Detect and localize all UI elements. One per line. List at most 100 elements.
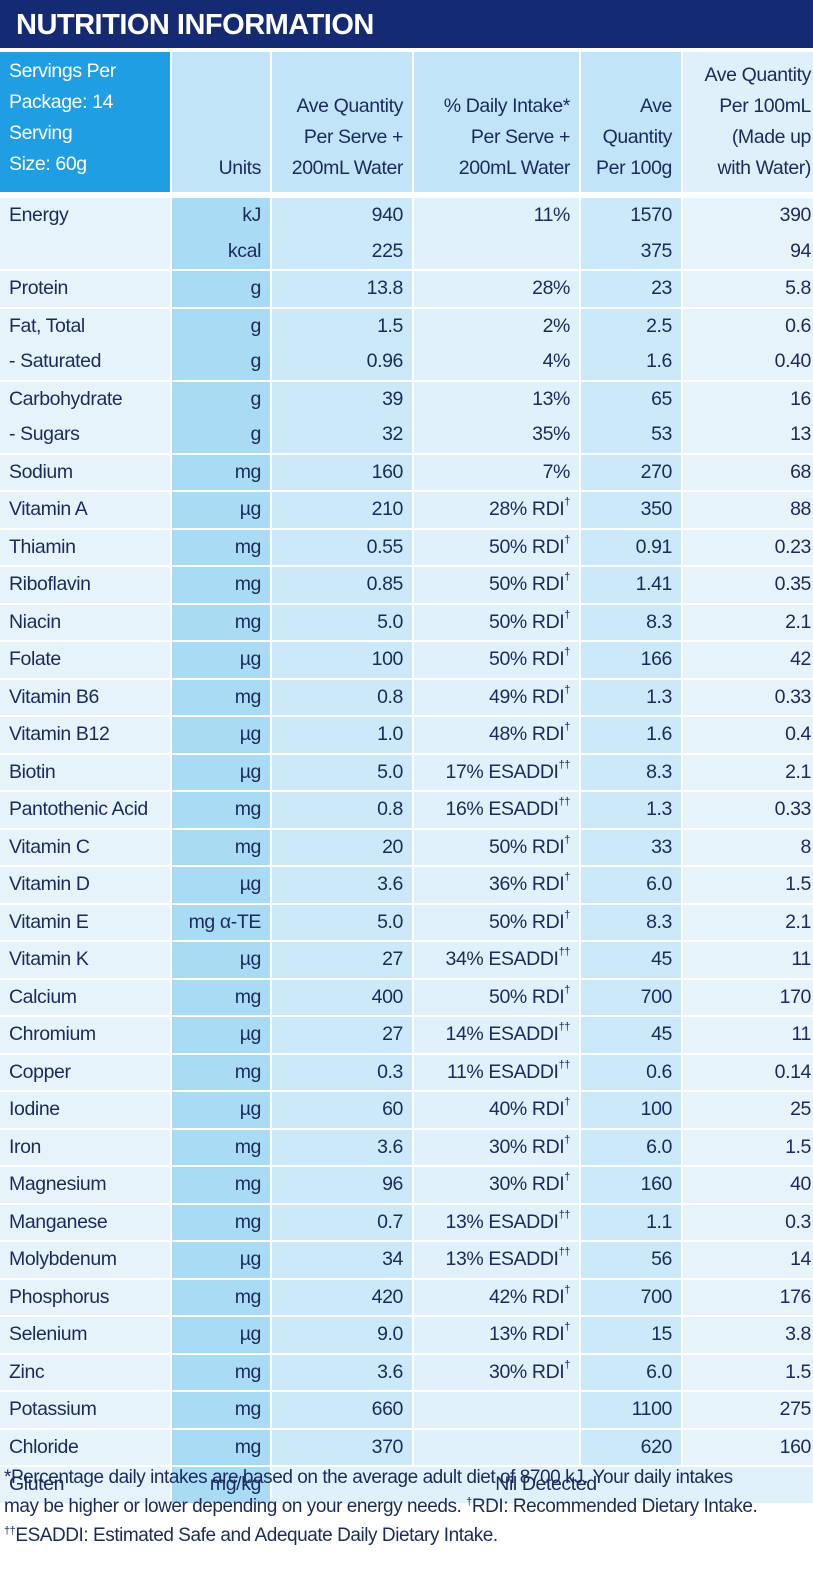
table-cell: 2.1 [683, 904, 813, 940]
table-cell: 160 [272, 454, 412, 490]
table-cell: 3.6 [272, 867, 412, 903]
table-cell: 1.3 [581, 792, 681, 828]
cell-text: 0.35 [774, 573, 812, 595]
header-cell: % Daily Intake* Per Serve + 200mL Water [414, 52, 579, 192]
table-cell: 0.6 [581, 1054, 681, 1090]
table-cell: 65 53 [581, 381, 681, 453]
table-cell: 2.1 [683, 754, 813, 790]
table-cell: 11% [414, 198, 579, 269]
cell-text: 94 [790, 239, 811, 262]
table-cell: mg [172, 1167, 270, 1203]
cell-text: 350 [640, 498, 673, 520]
table-row: Zinc mg 3.6 30% RDI† 6.0 1.5 [0, 1354, 813, 1390]
table-row: Iodine µg 60 40% RDI† 100 25 [0, 1092, 813, 1128]
cell-text: - Sugars [9, 423, 80, 445]
table-row: Biotin µg 5.0 17% ESADDI†† 8.3 2.1 [0, 754, 813, 790]
cell-text: 400 [371, 985, 404, 1008]
table-cell: 6.0 [581, 1354, 681, 1390]
title: NUTRITION INFORMATION [0, 0, 813, 48]
table-cell: 16 13 [683, 381, 813, 453]
cell-text: 8.3 [646, 610, 672, 633]
table-cell: 50% RDI† [414, 529, 579, 565]
cell-text: 0.8 [377, 685, 403, 708]
table-cell: 45 [581, 1017, 681, 1053]
cell-text: 0.40 [774, 350, 812, 372]
table-cell: 1.1 [581, 1204, 681, 1240]
table-row: Iron mg 3.6 30% RDI† 6.0 1.5 [0, 1129, 813, 1165]
cell-text: mg [234, 835, 262, 858]
cell-text: 0.23 [774, 535, 812, 558]
table-row: Potassium mg 660 1100 275 [0, 1392, 813, 1428]
header-text: % Daily Intake* [443, 95, 571, 117]
table-cell: 370 [272, 1429, 412, 1465]
cell-text: mg/kg [209, 1473, 262, 1495]
cell-text: mg [234, 610, 262, 633]
table-cell: 5.0 [272, 754, 412, 790]
cell-text: Nil Detected [495, 1473, 597, 1495]
cell-text: Folate [9, 648, 61, 670]
table-cell: 34 [272, 1242, 412, 1278]
cell-text: 0.33 [774, 685, 812, 708]
cell-text: mg [234, 535, 262, 558]
table-row: Vitamin D µg 3.6 36% RDI† 6.0 1.5 [0, 867, 813, 903]
cell-text: Vitamin B6 [9, 685, 99, 708]
cell-text: 14% ESADDI†† [445, 1021, 571, 1045]
cell-text: mg [234, 1173, 262, 1195]
cell-text: 50% RDI† [489, 646, 570, 670]
table-cell: µg [172, 642, 270, 678]
table-cell: 16% ESADDI†† [414, 792, 579, 828]
table-cell: 40 [683, 1167, 813, 1203]
cell-text: mg [234, 1135, 262, 1158]
header-text: Ave Quantity [704, 64, 812, 86]
table-cell: 96 [272, 1167, 412, 1203]
table-cell: Calcium [0, 979, 170, 1015]
table-cell: Biotin [0, 754, 170, 790]
table-cell: mg [172, 1129, 270, 1165]
table-cell: 23 [581, 271, 681, 307]
table-cell: 14% ESADDI†† [414, 1017, 579, 1053]
cell-text: 0.85 [366, 573, 404, 595]
table-cell: 1100 [581, 1392, 681, 1428]
header-cell: Servings Per Package: 14 Serving Size: 60g [0, 52, 170, 192]
cell-text: g [250, 314, 262, 337]
cell-text: Pantothenic Acid [9, 798, 148, 820]
table-cell: 28% RDI† [414, 492, 579, 528]
cell-text: 53 [651, 423, 672, 445]
cell-text: 16% ESADDI†† [445, 796, 571, 820]
cell-text: µg [239, 498, 262, 520]
cell-text: 15 [651, 1323, 672, 1345]
table-cell: 5.0 [272, 904, 412, 940]
table-row: Carbohydrate - Sugars g g 39 32 13% 35% 65 53 16 13 [0, 381, 813, 453]
cell-text: 1.6 [646, 723, 672, 745]
table-cell: 27 [272, 942, 412, 978]
cell-text: µg [239, 948, 262, 970]
cell-text: 275 [779, 1398, 812, 1420]
cell-text [9, 234, 161, 270]
cell-text: 30% RDI† [489, 1133, 570, 1158]
cell-text: 0.3 [785, 1210, 811, 1233]
table-cell: 2% 4% [414, 308, 579, 380]
table-cell: 0.35 [683, 567, 813, 603]
table-cell: Vitamin E [0, 904, 170, 940]
cell-text: 2.1 [785, 910, 811, 933]
table-cell: Folate [0, 642, 170, 678]
cell-text: kJ [242, 204, 261, 226]
header-row: Servings Per Package: 14 Serving Size: 60g U… [0, 52, 813, 192]
cell-text: Iron [9, 1135, 42, 1158]
table-cell: 9.0 [272, 1317, 412, 1353]
cell-text: Sodium [9, 460, 73, 483]
cell-text: 40% RDI† [489, 1096, 570, 1120]
cell-text: 16 [790, 387, 811, 410]
cell-text: 100 [371, 648, 404, 670]
table-cell: 45 [581, 942, 681, 978]
cell-text: 1.5 [785, 873, 811, 895]
table-cell: 176 [683, 1279, 813, 1315]
cell-text: 390 [779, 204, 812, 226]
table-cell: 8 [683, 829, 813, 865]
table-cell: Zinc [0, 1354, 170, 1390]
cell-text: 0.6 [785, 314, 811, 337]
cell-text: Niacin [9, 610, 61, 633]
cell-text: 13% RDI† [489, 1321, 570, 1345]
table-cell: mg [172, 1392, 270, 1428]
